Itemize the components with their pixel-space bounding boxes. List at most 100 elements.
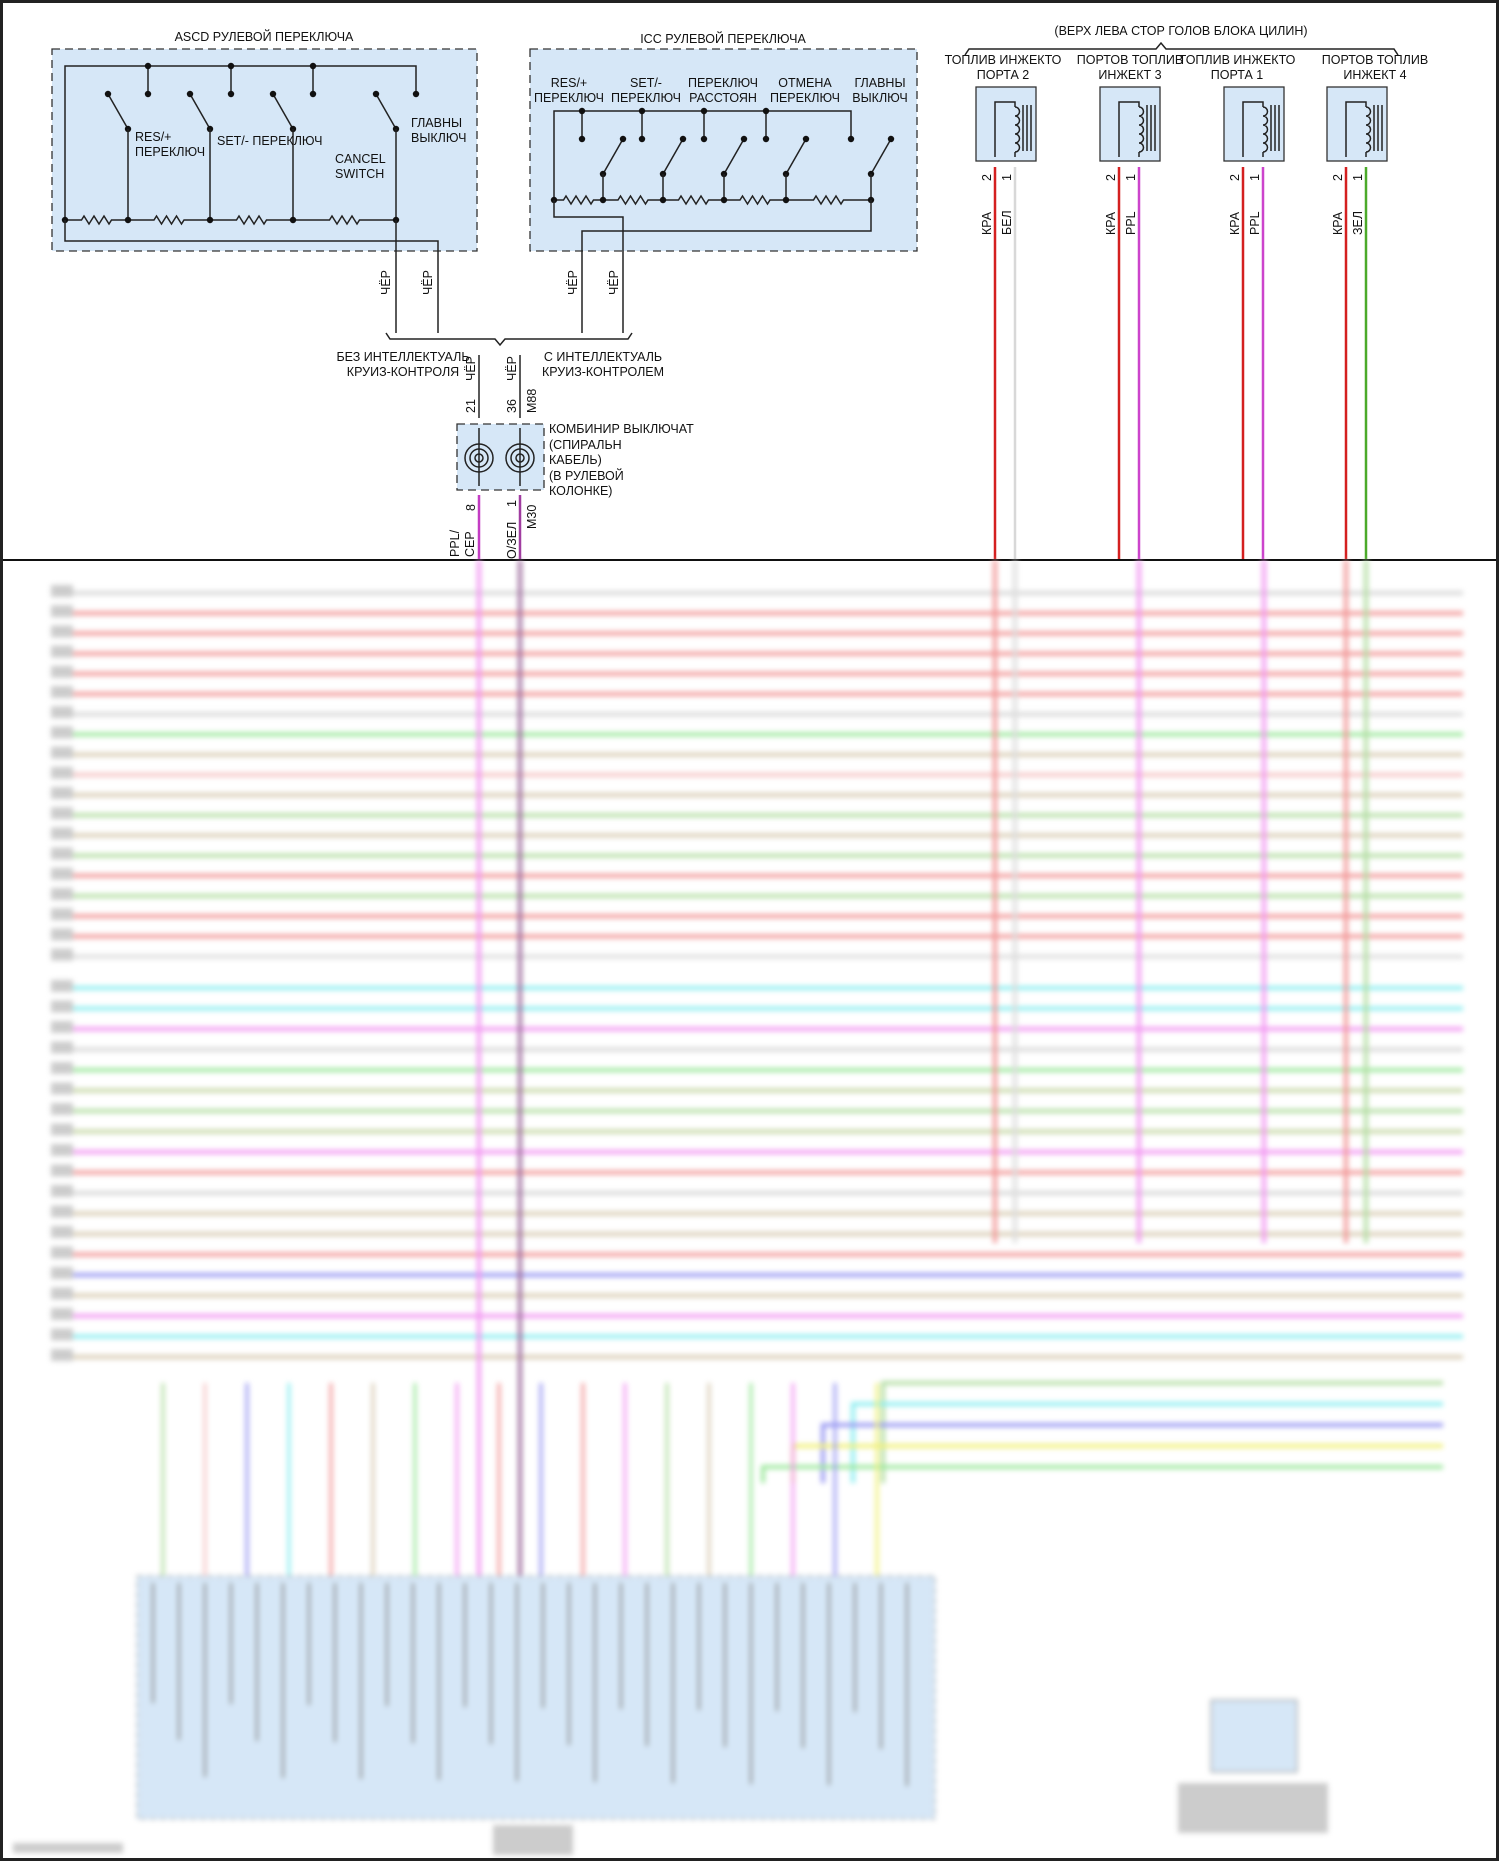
connector-m88: M88 [525,389,539,413]
injector-pin: 2 [980,174,994,181]
wire-label [51,867,73,880]
variant-with-label: С ИНТЕЛЛЕКТУАЛЬ [544,350,662,364]
ascd-steering-switch: ASCD РУЛЕВОЙ ПЕРЕКЛЮЧА RES/+ ПЕРЕКЛЮЧ SE… [51,29,478,333]
switch-blade [602,138,624,175]
wire-label [51,980,73,992]
wire-label [51,605,73,618]
ascd-wire-color-2: ЧЁР [421,270,435,295]
wire-label [51,1041,73,1054]
variant-without-label: БЕЗ ИНТЕЛЛЕКТУАЛЬ [336,350,469,364]
coil-icon [1014,106,1021,153]
injector-label: ПОРТА 2 [977,68,1030,82]
combo-label-2: (СПИРАЛЬН [549,438,622,452]
wire-label [51,908,73,921]
resistor [65,214,128,226]
ascd-wire-color-1: ЧЁР [379,270,393,295]
ascd-cancel-label-2: SWITCH [335,167,384,181]
icc-steering-switch: ICC РУЛЕВОЙ ПЕРЕКЛЮЧА RES/+ПЕРЕКЛЮЧSET/-… [529,31,918,333]
junction-dot [144,62,152,70]
wire-label [51,1205,73,1218]
injector-box [1326,86,1388,162]
wire-label [51,787,73,799]
junction-dot [679,135,687,143]
wire-label [51,1349,73,1361]
icc-switch-label: ПЕРЕКЛЮЧ [688,76,758,90]
wire-label [51,585,73,597]
injector-wire-color: БЕЛ [1000,210,1014,235]
coil-icon [1138,106,1145,153]
resistor [128,214,210,226]
wire-label [51,1082,73,1095]
harness-wire [821,1423,1443,1483]
combo-label-5: КОЛОНКЕ) [549,484,612,498]
icc-switch-label: SET/- [630,76,662,90]
injector-wire-color: PPL [1124,211,1138,235]
resistor [663,194,724,206]
switch-blade [272,93,294,130]
combo-label-4: (В РУЛЕВОЙ [549,468,624,483]
resistor [724,194,786,206]
fuel-injectors: (ВЕРХ ЛЕВА СТОР ГОЛОВ БЛОКА ЦИЛИН) ТОПЛИ… [945,24,1428,560]
junction-dot [847,135,855,143]
junction-dot [802,135,810,143]
ascd-main-label-2: ВЫКЛЮЧ [411,131,466,145]
injector-box [975,86,1037,162]
junction-dot [186,90,194,98]
wire-label [51,1328,73,1341]
injector-wire-color: PPL [1248,211,1262,235]
pin-36: 36 [505,399,519,413]
ascd-res-label: RES/+ [135,130,171,144]
wire-label [51,1123,73,1136]
wire-label [51,1185,73,1197]
injector-wire-color: КРА [1104,211,1118,235]
switch-blade [107,93,129,130]
switch-blade [189,93,211,130]
icc-wire-color-1: ЧЁР [566,270,580,295]
wire-label [51,625,73,638]
injector-pin: 1 [1351,174,1365,181]
junction-dot [124,216,132,224]
resistor [786,194,871,206]
injector-pin: 1 [1000,174,1014,181]
junction-dot [289,216,297,224]
wire-label [51,1062,73,1074]
wire-label [51,807,73,820]
pin-1: 1 [505,500,519,507]
junction-dot [104,90,112,98]
switch-blade [662,138,684,175]
junction-dot [372,90,380,98]
icc-switch-label: ПЕРЕКЛЮЧ [770,91,840,105]
wire-label [51,1226,73,1238]
injector-label: ТОПЛИВ ИНЖЕКТО [945,53,1062,67]
junction-dot [619,135,627,143]
coil-icon [1262,106,1269,153]
ascd-main-label: ГЛАВНЫ [411,116,462,130]
junction-dot [782,196,790,204]
icc-switch-label: ПЕРЕКЛЮЧ [534,91,604,105]
icc-return-wire [553,200,624,333]
wire-label [51,888,73,900]
icc-wire-color-2: ЧЁР [607,270,621,295]
junction-dot [309,90,317,98]
switch-blade [870,138,892,175]
injector-brace [964,41,1399,56]
icc-output-wire [581,200,872,333]
combo-label-1: КОМБИНИР ВЫКЛЮЧАТ [549,422,694,436]
injector-pin: 2 [1331,174,1345,181]
switch-blade [785,138,807,175]
junction-dot [309,62,317,70]
injector-coil-lead [1118,101,1140,157]
junction-dot [578,135,586,143]
icc-switch-label: ВЫКЛЮЧ [852,91,907,105]
junction-dot [700,107,708,115]
junction-dot [659,196,667,204]
resistor [554,194,603,206]
injector-label: ИНЖЕКТ 4 [1343,68,1406,82]
wire-label [51,726,73,739]
ecu-label [493,1825,573,1855]
wire-label [51,1103,73,1115]
resistor [293,214,396,226]
